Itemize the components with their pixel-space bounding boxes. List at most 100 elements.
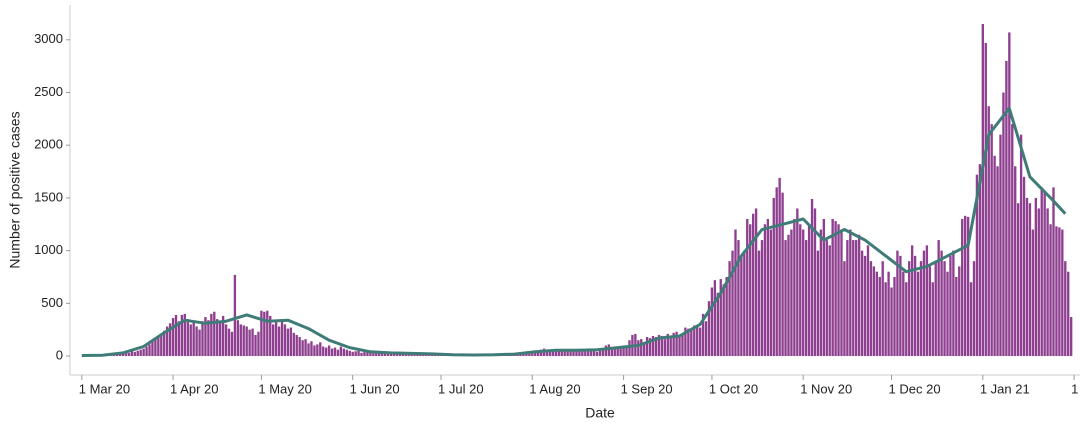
bar [1014, 166, 1017, 357]
bar [651, 335, 655, 357]
bar [269, 315, 272, 357]
bar [669, 335, 672, 357]
x-tick-label: 1 May 20 [258, 381, 311, 396]
bar [386, 352, 390, 357]
bar [716, 292, 719, 357]
bar [380, 352, 384, 357]
bar [339, 346, 343, 357]
bar [696, 326, 699, 357]
bar [840, 229, 843, 357]
bar [899, 255, 902, 357]
bar [383, 353, 387, 357]
bar [725, 276, 728, 357]
bar [283, 324, 287, 357]
bar [619, 346, 622, 357]
bar [1028, 203, 1032, 357]
bar [569, 349, 572, 357]
bar [375, 352, 378, 357]
bar [325, 347, 328, 357]
bar [330, 348, 334, 357]
bar [157, 337, 160, 357]
bar [863, 255, 867, 357]
bar [852, 240, 855, 357]
bar [790, 229, 793, 357]
bar [587, 350, 590, 357]
bar [654, 337, 658, 357]
bar [878, 276, 881, 357]
bar [310, 341, 313, 357]
bar [213, 311, 216, 357]
bar [660, 335, 664, 357]
bar [622, 345, 625, 357]
bar [710, 287, 714, 357]
bar [528, 353, 531, 357]
bar [769, 229, 772, 357]
bar [996, 166, 999, 357]
bar [186, 319, 189, 357]
y-axis-title: Number of positive cases [7, 111, 23, 268]
x-tick-label: 1 Jan 21 [980, 381, 1030, 396]
bar [684, 327, 687, 357]
bar [875, 271, 878, 357]
bar [928, 266, 932, 357]
bar [831, 218, 834, 357]
bar [719, 279, 722, 357]
bar [937, 240, 940, 357]
bar [807, 224, 811, 357]
x-tick-label: 1 Nov 20 [800, 381, 852, 396]
bar [616, 348, 619, 357]
bar [763, 224, 767, 357]
bar [975, 174, 979, 357]
bar [348, 350, 351, 357]
bar [1058, 227, 1061, 357]
bar [743, 250, 746, 357]
y-tick-label: 3000 [34, 31, 63, 46]
bar [248, 329, 251, 357]
bar [534, 352, 537, 357]
bar [218, 321, 222, 357]
bar [828, 245, 831, 357]
bar [910, 245, 914, 357]
bar [289, 327, 293, 357]
bar [366, 352, 369, 357]
bar [581, 351, 584, 357]
bar [216, 319, 219, 357]
bar [360, 352, 363, 357]
bar [922, 250, 926, 357]
bar [316, 344, 319, 357]
bar [136, 350, 139, 357]
bar [251, 328, 254, 357]
bar [165, 326, 169, 357]
bar [363, 351, 366, 357]
bar [1002, 92, 1005, 357]
bar [575, 350, 578, 357]
bar [940, 250, 943, 357]
bar [189, 324, 192, 357]
bar [286, 328, 290, 357]
bar [1067, 271, 1070, 357]
bar [981, 23, 985, 357]
bar [130, 351, 134, 357]
bar [171, 318, 175, 357]
bar [687, 328, 690, 357]
bar [598, 350, 602, 357]
bar [413, 353, 416, 357]
x-tick-label: 1 Jun 20 [350, 381, 400, 396]
bar [955, 276, 958, 357]
bar [372, 353, 375, 357]
bar [734, 229, 737, 357]
bar [292, 332, 295, 357]
bar [1019, 134, 1023, 357]
bar [905, 282, 908, 357]
bar [1064, 261, 1067, 357]
bar [592, 349, 596, 357]
bar [245, 326, 248, 357]
bar [657, 334, 661, 357]
bar [746, 218, 749, 357]
bar [896, 250, 899, 357]
bar [757, 250, 761, 357]
bar [893, 276, 896, 357]
bar [1005, 60, 1008, 357]
bar [601, 348, 605, 357]
bar [813, 208, 817, 357]
